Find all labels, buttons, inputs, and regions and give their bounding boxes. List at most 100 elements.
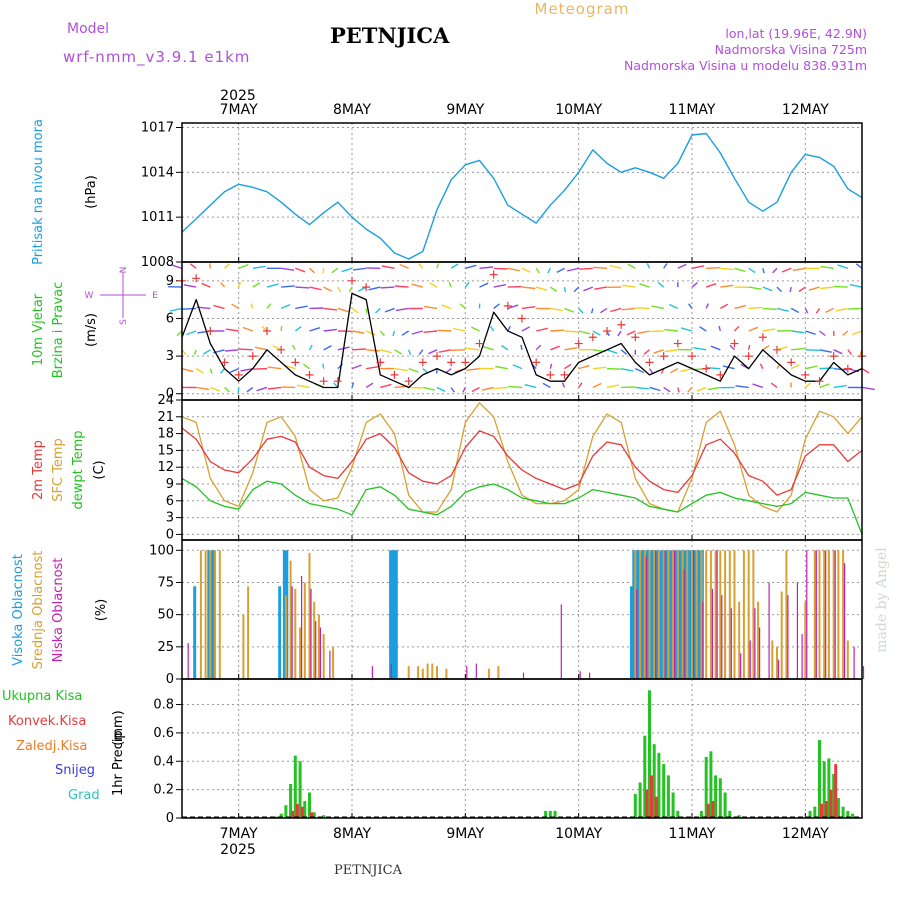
precip-bar (312, 812, 316, 818)
precip-bar (709, 751, 713, 818)
lonlat-label: lon,lat (19.96E, 42.9N) (725, 26, 867, 41)
cloud-bar (466, 666, 468, 679)
wind-arrow (196, 386, 210, 391)
cloud-bar (733, 550, 736, 679)
wind-arrow (550, 329, 565, 332)
wind-arrow (590, 308, 594, 314)
wind-arrow (399, 263, 409, 269)
wind-arrow (820, 265, 834, 269)
wind-arrow (267, 386, 282, 390)
cloud-bar (646, 550, 650, 679)
gust-marker (404, 377, 413, 386)
wind-arrow (706, 267, 721, 269)
wind-arrow (448, 281, 452, 288)
wind-arrow (182, 307, 197, 310)
wind-arrow (547, 267, 551, 274)
cloud-bar (301, 576, 303, 679)
precip-series-0 (274, 690, 859, 818)
wind-arrow (792, 267, 806, 272)
gust-marker (277, 345, 286, 354)
wind-arrow (579, 267, 593, 270)
gust-marker (588, 333, 597, 342)
wind-arrow (351, 307, 359, 314)
cloud-bar (757, 601, 760, 679)
y-tick-label: 3 (166, 349, 174, 364)
wind-arrow (267, 366, 282, 370)
gust-marker (603, 327, 611, 335)
y-tick-label: 100 (149, 543, 174, 558)
cloud-bar (657, 550, 660, 679)
wind-arrow (762, 268, 765, 274)
cloud-bar (632, 550, 636, 679)
wind-arrow (256, 386, 268, 392)
wind-arrow (808, 286, 820, 291)
wind-arrow (450, 263, 459, 269)
cloud-bar (834, 550, 836, 679)
wind-arrow (266, 303, 272, 309)
cloud-bar (417, 666, 420, 679)
precip-bar (293, 755, 297, 818)
wind-arrow (833, 367, 848, 371)
wind-arrow (501, 344, 509, 351)
wind-arrow (578, 364, 590, 370)
wind-arrow (520, 344, 523, 350)
gust-marker (617, 320, 626, 329)
cloud-bar (698, 550, 702, 679)
wind-arrow (450, 387, 455, 393)
y-tick-label: 0.2 (153, 783, 174, 798)
wind-arrow (583, 286, 594, 292)
gust-marker (305, 370, 314, 379)
wind-arrow (861, 368, 870, 374)
cloud-bar (214, 550, 217, 679)
cloud-bar (846, 640, 849, 679)
wind-arrow (549, 363, 553, 369)
cloud-bar (667, 550, 670, 679)
wind-arrow (617, 330, 622, 337)
top-day-label: 10MAY (555, 102, 602, 118)
gust-marker (758, 333, 767, 342)
wind-arrow (333, 382, 339, 388)
wind-arrow (669, 303, 679, 310)
top-day-label: 12MAY (782, 102, 829, 118)
wind-arrow (762, 328, 776, 332)
wind-arrow (365, 308, 368, 314)
wind-arrow (418, 263, 424, 269)
cloud-bar (282, 550, 286, 679)
legend-frozen-rain: Zaledj.Kisa (16, 739, 87, 754)
gust-marker (744, 352, 753, 361)
gust-marker (688, 352, 696, 361)
wind-arrow (380, 349, 392, 354)
wind-arrow (680, 327, 693, 332)
gust-marker (532, 358, 541, 367)
precip-ylabel: 1hr Precip (111, 730, 126, 796)
cloud-bar (497, 666, 500, 679)
wind-arrow (556, 267, 565, 274)
wind-arrow (837, 264, 849, 269)
wind-arrow (195, 368, 204, 374)
wind-arrow (220, 281, 226, 288)
wind-arrow (411, 283, 424, 288)
wind-arrow (536, 327, 548, 332)
wind-arrow (593, 266, 608, 269)
cloud-bar (390, 663, 392, 679)
cloud-bar (730, 608, 732, 679)
wind-arrow (825, 307, 834, 314)
cloud-bar (242, 614, 245, 679)
wind-arrow (209, 368, 213, 374)
y-tick-label: 0.8 (153, 698, 174, 713)
wind-arrow (549, 286, 558, 293)
wind-arrow (482, 346, 494, 351)
gust-marker (489, 270, 498, 279)
wind-arrow (357, 286, 367, 292)
wind-arrow (238, 281, 242, 288)
wind-arrow (687, 386, 693, 393)
wind-arrow (664, 328, 678, 332)
cloud-bar (317, 614, 320, 679)
wind-arrow (323, 328, 337, 332)
wind-arrow (610, 307, 622, 313)
wind-arrow (648, 368, 654, 374)
wind-arrow (535, 344, 542, 351)
bottom-day-label: 12MAY (782, 826, 829, 842)
precip-bar (648, 690, 651, 818)
precip-bar (279, 813, 283, 818)
